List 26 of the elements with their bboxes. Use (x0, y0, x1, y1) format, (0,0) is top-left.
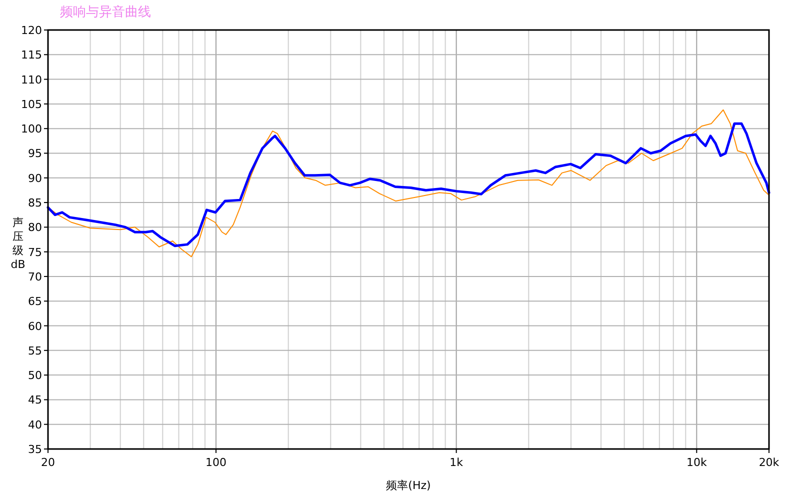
y-axis-title: 声压级 dB (10, 216, 26, 271)
y-tick-label: 95 (28, 147, 42, 160)
y-tick-label: 100 (21, 122, 42, 136)
x-tick-label: 1k (450, 456, 464, 469)
y-tick-label: 70 (28, 270, 42, 284)
y-tick-label: 85 (28, 196, 42, 210)
y-tick-label: 75 (28, 246, 42, 259)
y-tick-label: 35 (28, 443, 42, 456)
y-tick-label: 65 (28, 295, 42, 308)
x-axis-title: 频率(Hz) (386, 479, 431, 492)
x-tick-label: 10k (686, 456, 708, 469)
y-tick-label: 50 (28, 369, 42, 382)
y-tick-label: 45 (28, 394, 42, 407)
y-tick-label: 40 (28, 418, 42, 432)
y-tick-label: 55 (28, 344, 42, 358)
chart-title: 频响与异音曲线 (60, 5, 151, 20)
x-tick-label: 20 (41, 456, 55, 469)
y-tick-label: 110 (21, 73, 42, 86)
x-tick-label: 20k (758, 456, 780, 469)
x-tick-label: 100 (205, 456, 226, 469)
y-tick-label: 60 (28, 320, 42, 333)
y-tick-label: 105 (21, 98, 42, 111)
y-tick-label: 80 (28, 221, 42, 234)
y-tick-label: 120 (21, 24, 42, 37)
y-tick-label: 115 (21, 48, 42, 62)
y-tick-label: 90 (28, 172, 42, 185)
